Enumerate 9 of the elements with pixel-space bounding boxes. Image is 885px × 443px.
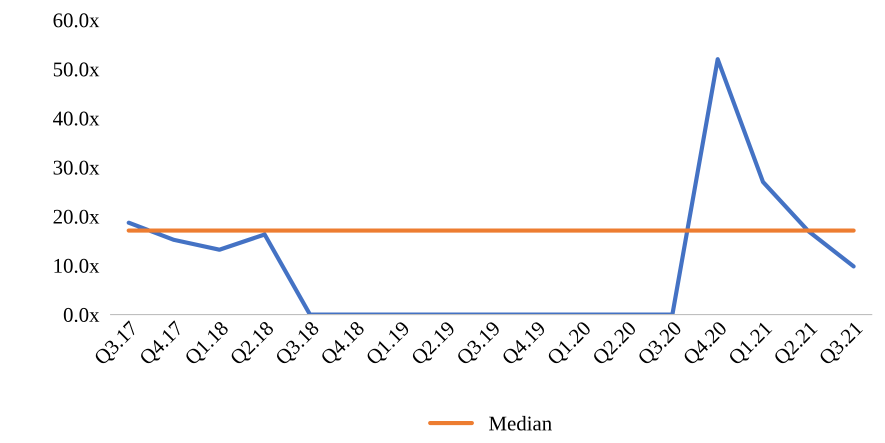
y-tick-label: 50.0x xyxy=(54,62,100,77)
y-tick-label: 40.0x xyxy=(53,112,100,126)
y-tick-label: 10.0x xyxy=(54,258,100,273)
y-tick-label: 60.0x xyxy=(54,13,100,28)
y-tick-label: 20.0x xyxy=(54,210,100,224)
legend-label: Median xyxy=(489,416,552,431)
y-tick-label: 30.0x xyxy=(54,160,100,175)
y-tick-label: 0.0x xyxy=(64,308,100,322)
line-series xyxy=(126,57,856,315)
